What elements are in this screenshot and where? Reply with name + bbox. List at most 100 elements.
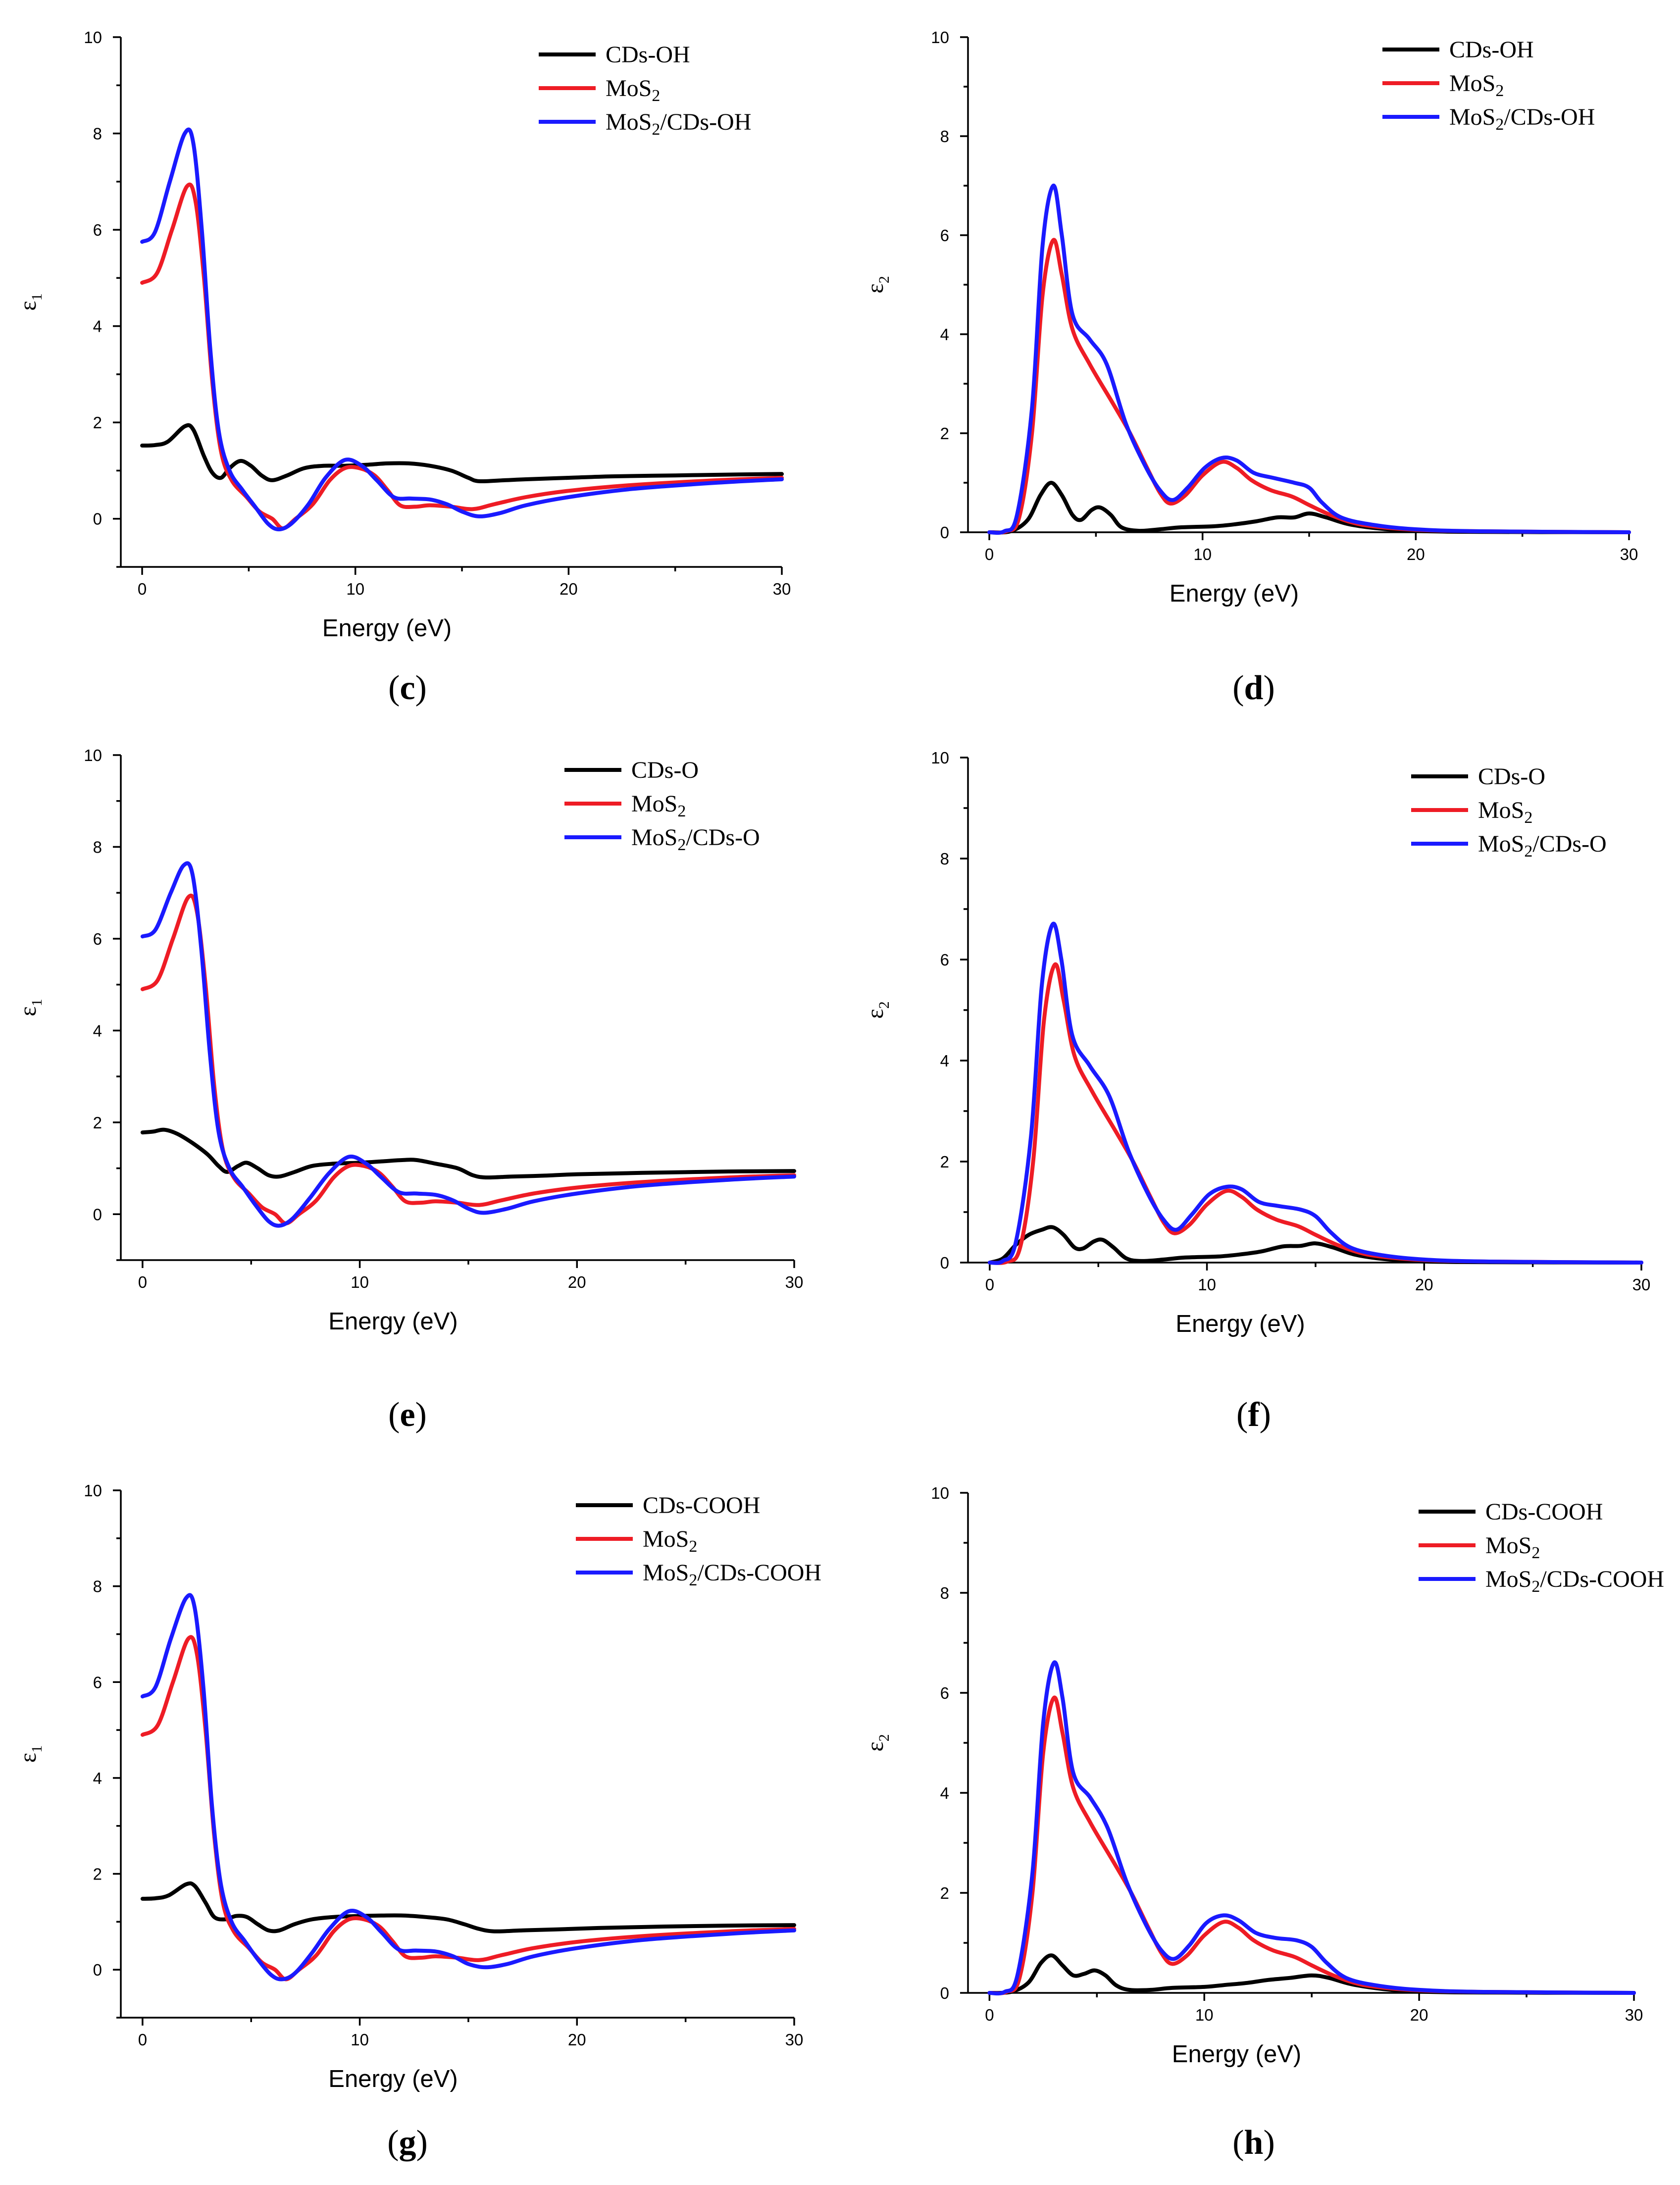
- x-tick-label: 0: [985, 2006, 994, 2024]
- y-tick-label: 8: [940, 850, 949, 868]
- y-tick-label: 2: [940, 1153, 949, 1171]
- y-axis-title: ε1: [15, 1745, 45, 1763]
- x-tick-label: 30: [1632, 1275, 1651, 1294]
- series-line-cds-oh: [987, 481, 1631, 535]
- y-tick-label: 10: [931, 1484, 949, 1502]
- legend-label: MoS2​/CDs-O: [631, 824, 760, 854]
- y-tick-label: 6: [93, 221, 102, 239]
- legend-label: MoS2​: [1449, 70, 1504, 100]
- y-tick-label: 4: [93, 1769, 102, 1787]
- legend-label: CDs-OH: [606, 42, 690, 68]
- y-tick-label: 4: [93, 317, 102, 336]
- x-tick-label: 20: [1410, 2006, 1428, 2024]
- series-line-mos2-cds-o: [987, 921, 1643, 1265]
- x-tick-label: 20: [1407, 545, 1425, 563]
- y-tick-label: 6: [93, 1673, 102, 1691]
- x-tick-label: 10: [351, 1273, 369, 1291]
- y-tick-label: 4: [940, 325, 949, 344]
- y-tick-label: 2: [940, 424, 949, 443]
- x-tick-label: 0: [985, 545, 994, 563]
- y-tick-label: 0: [940, 1254, 949, 1272]
- x-tick-label: 20: [568, 2031, 586, 2049]
- y-tick-label: 4: [93, 1021, 102, 1040]
- x-tick-label: 10: [1195, 2006, 1214, 2024]
- panel-label: (h): [1232, 2124, 1275, 2162]
- y-tick-label: 8: [93, 838, 102, 856]
- y-tick-label: 0: [93, 1205, 102, 1223]
- x-tick-label: 30: [785, 1273, 804, 1291]
- series-line-cds-oh: [140, 423, 784, 484]
- y-tick-label: 8: [940, 127, 949, 146]
- y-axis-title: ε1: [15, 293, 45, 310]
- series-line-mos2-cds-cooh: [140, 1593, 796, 1982]
- series-line-mos2-cds-o: [140, 861, 796, 1228]
- x-tick-label: 10: [351, 2031, 369, 2049]
- series-line-mos2-cds-cooh: [987, 1660, 1636, 1996]
- legend-label: MoS2​: [1485, 1532, 1540, 1562]
- x-tick-label: 10: [1198, 1275, 1216, 1294]
- chart-panel-c: 0 10 20 30 0 2 4 6 8 10 Energy (eV) ε1 CDs-OH MoS2​ Mo…: [15, 28, 791, 707]
- y-tick-label: 4: [940, 1052, 949, 1070]
- panel-label: (c): [388, 669, 427, 707]
- legend-label: MoS2​/CDs-OH: [1449, 104, 1595, 134]
- y-tick-label: 10: [84, 28, 102, 47]
- x-axis-title: Energy (eV): [1172, 2041, 1301, 2068]
- chart-panel-e: 0 10 20 30 0 2 4 6 8 10 Energy (eV) ε1 CDs-O MoS2​ MoS…: [15, 746, 803, 1434]
- y-tick-label: 4: [940, 1784, 949, 1802]
- legend-label: CDs-COOH: [1485, 1499, 1603, 1525]
- y-tick-label: 2: [940, 1884, 949, 1902]
- x-tick-label: 0: [138, 2031, 147, 2049]
- x-tick-label: 30: [1620, 545, 1638, 563]
- x-tick-label: 20: [560, 580, 578, 598]
- x-tick-label: 20: [1415, 1275, 1433, 1294]
- x-axis-title: Energy (eV): [1175, 1311, 1305, 1337]
- x-tick-label: 10: [346, 580, 364, 598]
- y-tick-label: 0: [93, 1961, 102, 1979]
- legend-label: MoS2​/CDs-COOH: [1485, 1566, 1664, 1596]
- legend-label: CDs-OH: [1449, 37, 1534, 63]
- x-tick-label: 0: [985, 1275, 994, 1294]
- y-tick-label: 2: [93, 413, 102, 432]
- chart-panel-g: 0 10 20 30 0 2 4 6 8 10 Energy (eV) ε1 CDs-COOH MoS2​…: [15, 1481, 821, 2162]
- y-tick-label: 10: [931, 749, 949, 767]
- y-axis-title: ε2: [862, 1734, 892, 1751]
- panel-label: (f): [1236, 1396, 1271, 1434]
- chart-panel-h: 0 10 20 30 0 2 4 6 8 10 Energy (eV) ε2 CDs-COOH MoS2​…: [862, 1484, 1664, 2162]
- legend-label: MoS2​/CDs-OH: [606, 109, 751, 139]
- y-tick-label: 0: [940, 1984, 949, 2002]
- y-tick-label: 8: [93, 1577, 102, 1596]
- series-line-mos2-cds-oh: [140, 127, 784, 532]
- y-tick-label: 6: [93, 930, 102, 948]
- series-line-cds-cooh: [140, 1881, 796, 1933]
- y-tick-label: 10: [84, 746, 102, 764]
- y-tick-label: 6: [940, 951, 949, 969]
- legend-label: MoS2​: [631, 791, 686, 820]
- legend-label: MoS2​/CDs-COOH: [643, 1560, 821, 1589]
- x-axis-title: Energy (eV): [328, 2066, 458, 2092]
- legend-label: MoS2​: [643, 1526, 697, 1556]
- series-line-cds-cooh: [987, 1953, 1636, 1995]
- series-line-cds-o: [987, 1225, 1643, 1265]
- x-axis-title: Energy (eV): [328, 1308, 458, 1335]
- legend-label: CDs-O: [1478, 763, 1545, 790]
- series-line-cds-o: [140, 1127, 796, 1180]
- y-tick-label: 2: [93, 1114, 102, 1132]
- y-tick-label: 2: [93, 1865, 102, 1883]
- legend-label: MoS2​: [1478, 797, 1532, 827]
- y-tick-label: 8: [940, 1584, 949, 1602]
- x-axis-title: Energy (eV): [322, 615, 452, 642]
- y-tick-label: 8: [93, 125, 102, 143]
- x-tick-label: 0: [138, 580, 147, 598]
- x-tick-label: 30: [773, 580, 791, 598]
- y-axis-title: ε2: [862, 1001, 892, 1018]
- series-line-mos2-cds-oh: [987, 183, 1631, 535]
- legend-label: MoS2​/CDs-O: [1478, 831, 1607, 861]
- y-tick-label: 10: [84, 1481, 102, 1500]
- legend-label: MoS2​: [606, 75, 660, 105]
- y-tick-label: 10: [931, 28, 949, 47]
- y-tick-label: 0: [940, 523, 949, 542]
- x-axis-title: Energy (eV): [1170, 580, 1299, 607]
- x-tick-label: 30: [1625, 2006, 1643, 2024]
- legend-label: CDs-O: [631, 757, 699, 783]
